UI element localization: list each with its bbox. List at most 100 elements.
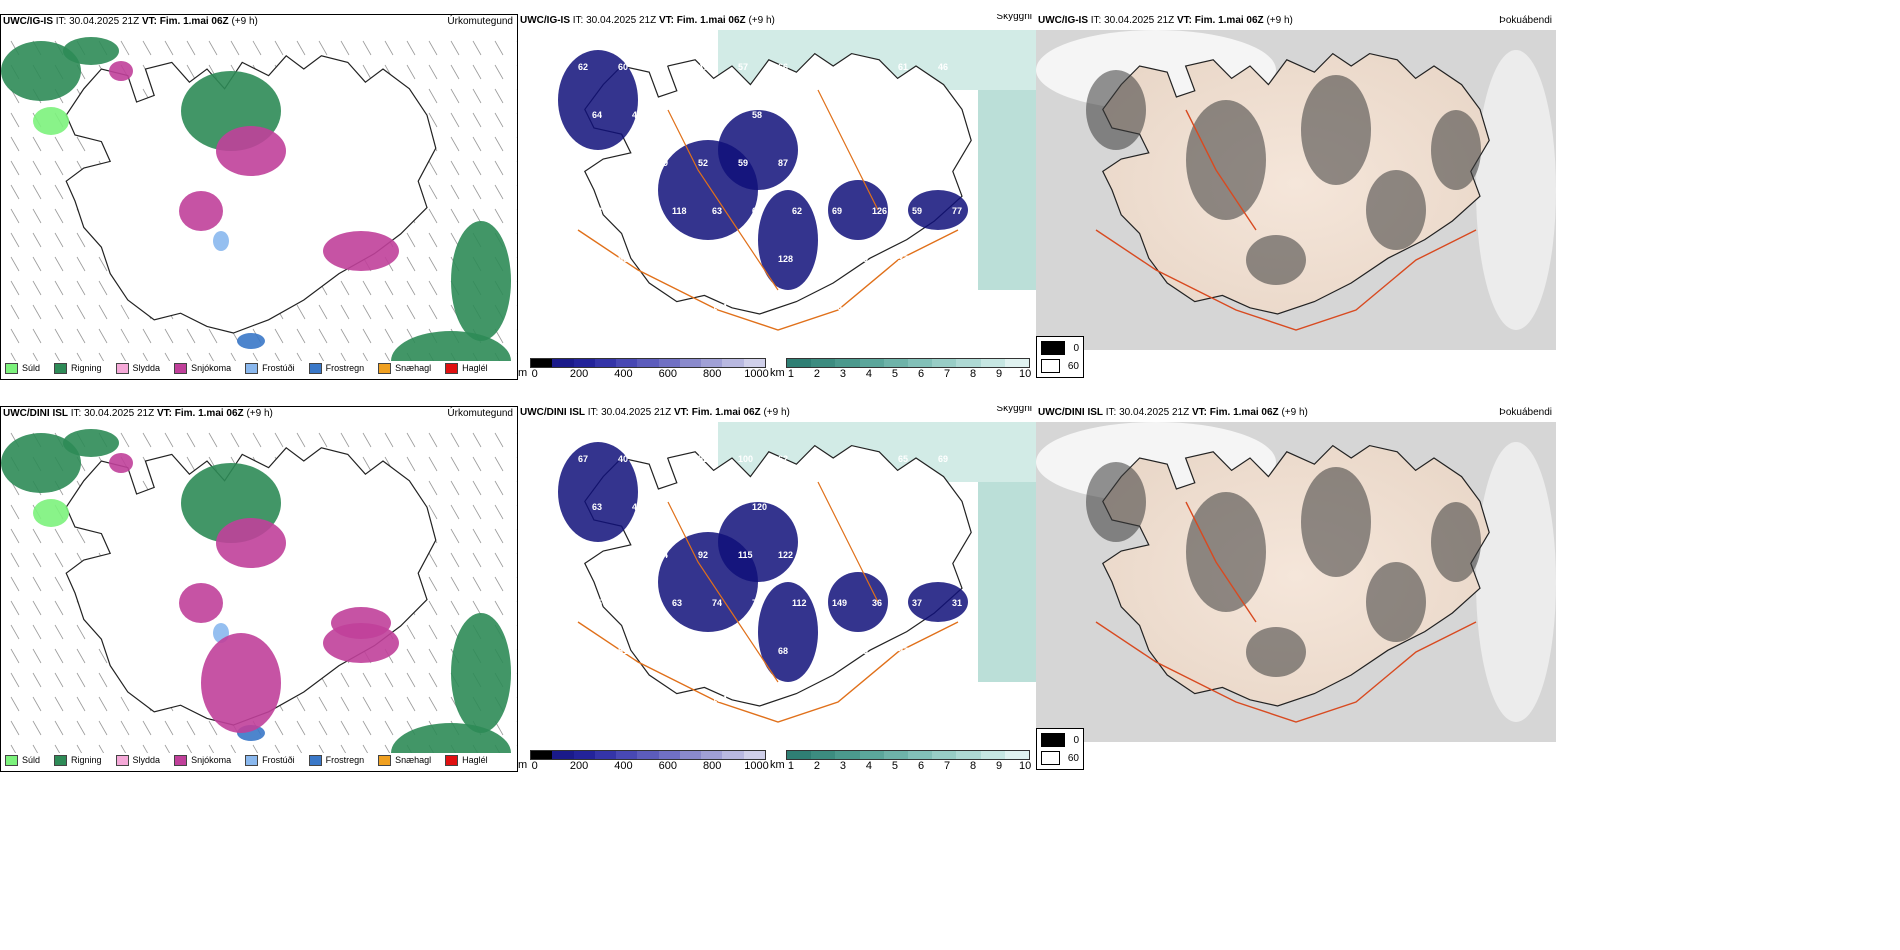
visibility-unit: km — [770, 759, 785, 771]
legend-swatch — [378, 754, 392, 766]
cloud-base-value-label: 97 — [898, 646, 908, 656]
cloud-base-value-label: 231 — [592, 694, 607, 704]
cloud-base-value-label: 67 — [658, 646, 668, 656]
cloud-base-value-label: 58 — [752, 110, 762, 120]
fog-index-map — [1036, 30, 1556, 350]
frostudi-area — [213, 231, 229, 251]
cloud-base-value-label: 59 — [738, 158, 748, 168]
panel-title: Skyggni — [996, 406, 1032, 414]
snjokoma-area — [179, 583, 223, 623]
panel-title: Þokuábendi — [1499, 15, 1552, 26]
cloud-base-value-label: 60 — [618, 62, 628, 72]
legend-swatch — [445, 362, 459, 374]
cloud-base-value-label: 122 — [698, 646, 713, 656]
cloud-base-value-label: 95 — [818, 254, 828, 264]
cloud-base-ticks: 0 200 400 600 800 1000 — [530, 760, 769, 772]
legend-label: Haglél — [462, 363, 488, 373]
precip-legend-item: Snjókoma — [174, 754, 232, 766]
colorbar-tick: 1 — [787, 760, 794, 772]
colorbar-tick: 0 — [531, 368, 538, 380]
colorbar-cell — [552, 359, 574, 367]
low-cloud-area — [758, 582, 818, 682]
legend-label: Frostúði — [262, 755, 295, 765]
colorbar-tick: 3 — [839, 760, 846, 772]
visibility-colorbar: 1 2 3 4 5 6 7 8 9 10 km — [770, 358, 1031, 380]
legend-swatch — [378, 362, 392, 374]
colorbar-cell — [637, 751, 659, 759]
visibility-colorbar-cells — [786, 358, 1030, 368]
colorbar-cell — [531, 751, 553, 759]
precip-legend-item: Slydda — [115, 754, 160, 766]
cloud-base-value-label: 100 — [738, 454, 753, 464]
legend-label: Snjókoma — [191, 755, 232, 765]
visibility-colorbar: 1 2 3 4 5 6 7 8 9 10 km — [770, 750, 1031, 772]
colorbar-cell — [883, 751, 909, 759]
colorbar-tick: 200 — [569, 760, 589, 772]
precip-legend: Súld Rigning Slydda Snjókoma Frostúði Frostre… — [5, 359, 488, 377]
colorbar-cell — [811, 751, 836, 759]
panel-header: UWC/IG-IS IT: 30.04.2025 21Z VT: Fim. 1.… — [1038, 15, 1552, 26]
colorbar-tick: 9 — [996, 760, 1003, 772]
cloud-base-value-label: 60 — [618, 550, 628, 560]
snjokoma-area — [179, 191, 223, 231]
cloud-base-value-label: 83 — [858, 646, 868, 656]
colorbar-cell — [722, 751, 744, 759]
cloud-base-value-label: 62 — [792, 206, 802, 216]
fog-index-dark-area — [1186, 100, 1266, 220]
cloud-base-value-label: 57 — [672, 110, 682, 120]
road-network — [667, 481, 879, 683]
panel-header: UWC/DINI ISL IT: 30.04.2025 21Z VT: Fim.… — [1038, 407, 1552, 418]
cloud-base-value-label: 70 — [818, 646, 828, 656]
cloud-base-value-label: 40 — [618, 454, 628, 464]
colorbar-cell — [743, 359, 765, 367]
colorbar-cell — [701, 359, 723, 367]
cloud-base-value-label: 65 — [898, 454, 908, 464]
cloud-base-value-label: 34 — [938, 254, 948, 264]
precip-legend-item: Frostregn — [308, 754, 364, 766]
colorbar-tick: 600 — [658, 368, 677, 380]
cloud-base-value-label: 47 — [698, 62, 708, 72]
cloud-base-panel-row2: UWC/DINI ISL IT: 30.04.2025 21Z VT: Fim.… — [518, 406, 1036, 772]
cloud-base-value-label: 54 — [632, 598, 642, 608]
low-cloud-area — [758, 190, 818, 290]
cloud-base-value-label: 59 — [912, 206, 922, 216]
panel-title: Úrkomutegund — [447, 16, 513, 27]
cloud-base-value-label: 260 — [912, 502, 927, 512]
cloud-base-value-label: 133 — [818, 550, 833, 560]
precip-legend-item: Rigning — [54, 754, 102, 766]
sudd-area — [33, 499, 69, 527]
cloud-base-value-label: 172 — [738, 646, 753, 656]
snjokoma-area — [216, 126, 286, 176]
panel-title: Skyggni — [996, 14, 1032, 22]
cloud-base-value-label: 126 — [872, 206, 887, 216]
cloud-base-value-label: 92 — [698, 550, 708, 560]
precip-legend: Súld Rigning Slydda Snjókoma Frostúði Frostre… — [5, 751, 488, 769]
low-cloud-area — [558, 50, 638, 150]
snjokoma-area — [331, 607, 391, 639]
cloud-base-value-label: 53 — [658, 454, 668, 464]
rigning-area — [63, 429, 119, 457]
cloud-base-value-label: 60 — [832, 110, 842, 120]
precip-legend-item: Frostúði — [245, 362, 295, 374]
cloud-base-value-label: 78 — [592, 206, 602, 216]
precip-legend-item: Snæhagl — [378, 754, 431, 766]
fog-index-dark-area — [1301, 75, 1371, 185]
colorbar-cell — [787, 751, 812, 759]
low-cloud-area — [828, 180, 888, 240]
cloud-base-value-label: 58 — [872, 502, 882, 512]
fog-shading — [1476, 442, 1556, 722]
cloud-base-value-label: 77 — [858, 454, 868, 464]
colorbar-tick: 200 — [569, 368, 589, 380]
colorbar-cell — [616, 751, 638, 759]
cloud-base-value-label: 66 — [778, 62, 788, 72]
fog-index-dark-area — [1431, 502, 1481, 582]
cloud-base-value-label: 85 — [672, 502, 682, 512]
road-network — [667, 89, 879, 291]
rigning-area — [1, 41, 81, 101]
fog-index-panel-row2: UWC/DINI ISL IT: 30.04.2025 21Z VT: Fim.… — [1036, 406, 1556, 772]
cloud-base-value-label: 104 — [938, 646, 953, 656]
cloud-base-value-label: 61 — [898, 62, 908, 72]
low-cloud-area — [828, 572, 888, 632]
colorbar-cell — [835, 359, 860, 367]
cloud-base-value-label: 64 — [912, 110, 922, 120]
